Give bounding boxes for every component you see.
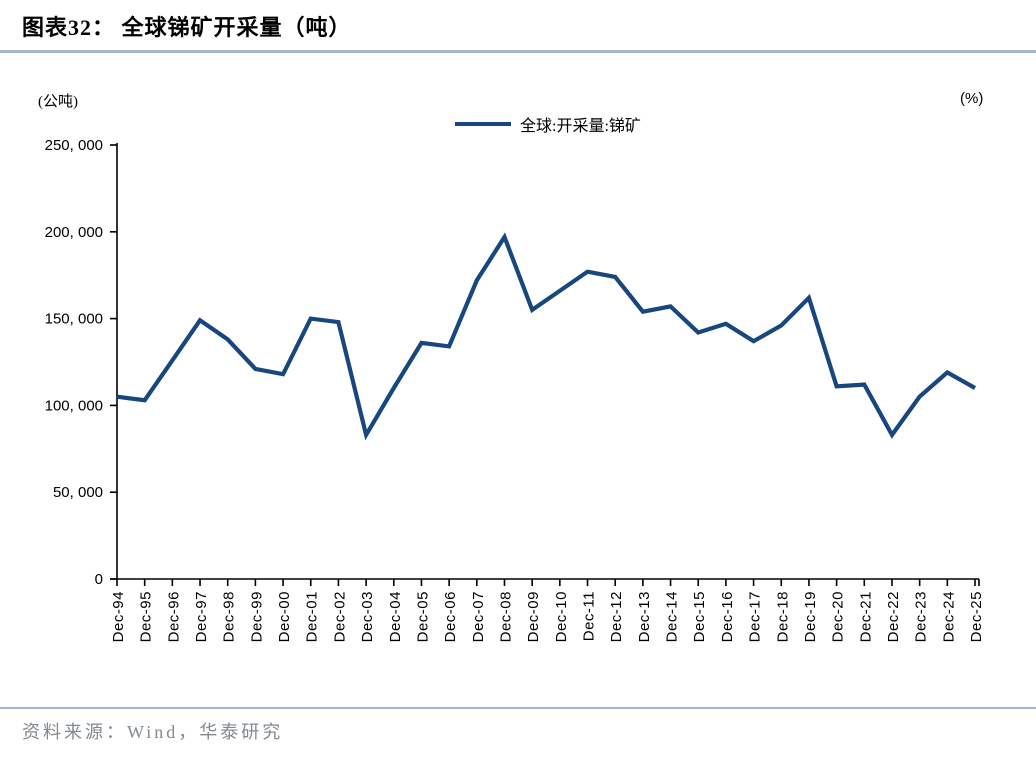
svg-text:Dec-01: Dec-01 xyxy=(304,591,321,642)
svg-text:Dec-15: Dec-15 xyxy=(691,591,708,642)
svg-text:Dec-14: Dec-14 xyxy=(664,591,681,642)
svg-text:Dec-21: Dec-21 xyxy=(857,591,874,642)
svg-text:Dec-95: Dec-95 xyxy=(138,591,155,642)
svg-text:Dec-22: Dec-22 xyxy=(885,591,902,642)
svg-text:Dec-18: Dec-18 xyxy=(774,591,791,642)
svg-text:Dec-17: Dec-17 xyxy=(747,591,764,642)
svg-text:Dec-09: Dec-09 xyxy=(525,591,542,642)
source-note: 资料来源：Wind，华泰研究 xyxy=(22,722,284,742)
svg-text:200, 000: 200, 000 xyxy=(45,224,103,241)
svg-text:Dec-06: Dec-06 xyxy=(442,591,459,642)
svg-text:Dec-16: Dec-16 xyxy=(719,591,736,642)
svg-text:Dec-00: Dec-00 xyxy=(276,591,293,642)
svg-text:Dec-12: Dec-12 xyxy=(608,591,625,642)
svg-text:Dec-96: Dec-96 xyxy=(165,591,182,642)
svg-text:Dec-25: Dec-25 xyxy=(968,591,985,642)
chart-legend: 全球:开采量:锑矿 xyxy=(455,112,641,136)
footer-rule xyxy=(0,707,1036,709)
legend-line-swatch xyxy=(455,122,511,126)
left-axis-unit-label: (公吨) xyxy=(38,94,78,110)
svg-text:Dec-20: Dec-20 xyxy=(830,591,847,642)
svg-text:Dec-02: Dec-02 xyxy=(331,591,348,642)
svg-text:Dec-05: Dec-05 xyxy=(414,591,431,642)
svg-text:Dec-03: Dec-03 xyxy=(359,591,376,642)
svg-text:Dec-98: Dec-98 xyxy=(221,591,238,642)
figure-title: 图表32： 全球锑矿开采量（吨） xyxy=(22,15,352,40)
svg-text:100, 000: 100, 000 xyxy=(45,397,103,414)
svg-text:Dec-04: Dec-04 xyxy=(387,591,404,642)
svg-text:Dec-23: Dec-23 xyxy=(913,591,930,642)
svg-text:0: 0 xyxy=(95,571,103,588)
svg-text:Dec-10: Dec-10 xyxy=(553,591,570,642)
svg-text:Dec-94: Dec-94 xyxy=(110,591,127,642)
svg-text:Dec-99: Dec-99 xyxy=(248,591,265,642)
svg-text:Dec-24: Dec-24 xyxy=(940,591,957,642)
svg-text:Dec-13: Dec-13 xyxy=(636,591,653,642)
svg-text:Dec-08: Dec-08 xyxy=(497,591,514,642)
svg-text:250, 000: 250, 000 xyxy=(45,137,103,154)
legend-series-label: 全球:开采量:锑矿 xyxy=(520,118,641,135)
svg-text:Dec-19: Dec-19 xyxy=(802,591,819,642)
right-axis-unit-label: (%) xyxy=(960,90,984,107)
svg-text:Dec-11: Dec-11 xyxy=(581,591,598,641)
svg-text:Dec-97: Dec-97 xyxy=(193,591,210,642)
svg-text:150, 000: 150, 000 xyxy=(45,311,103,328)
svg-text:50, 000: 50, 000 xyxy=(53,484,103,501)
svg-text:Dec-07: Dec-07 xyxy=(470,591,487,642)
title-underline xyxy=(0,50,1036,53)
